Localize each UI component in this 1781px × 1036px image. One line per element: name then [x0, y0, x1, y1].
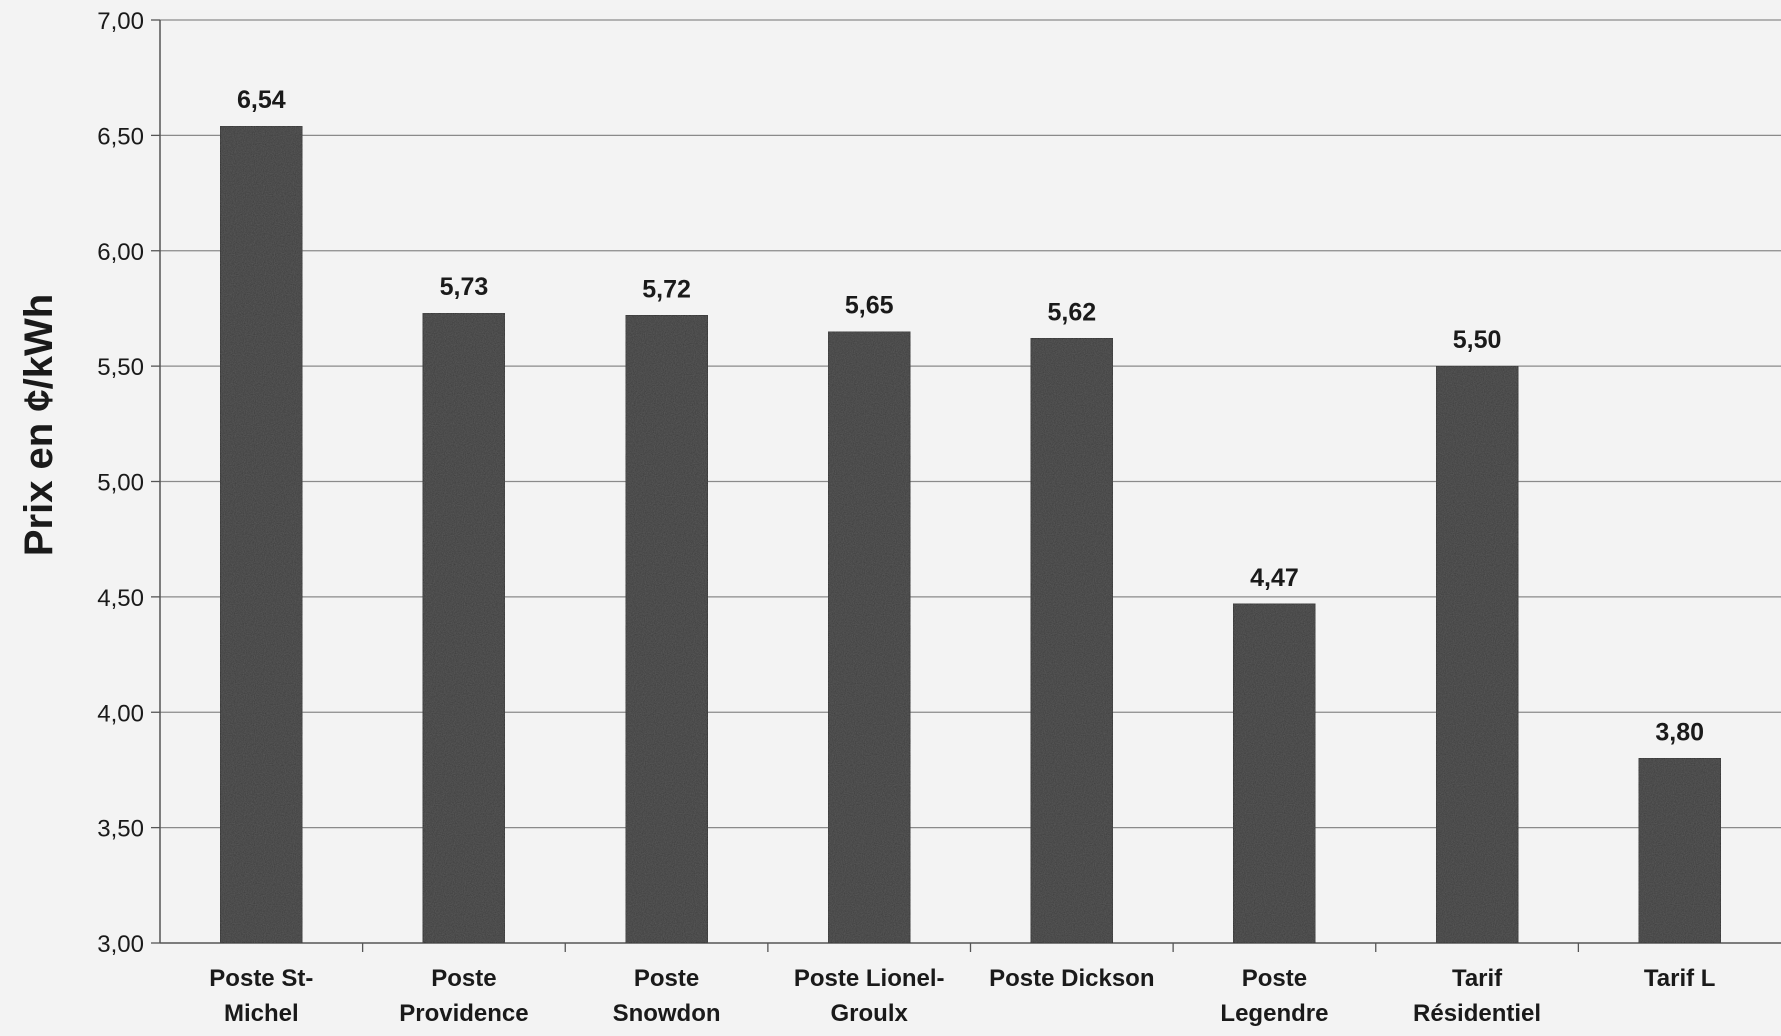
data-label: 5,65: [845, 292, 894, 320]
x-tick-label: Poste Dickson: [989, 965, 1154, 992]
bar: [1638, 757, 1722, 944]
grid-lines: [160, 19, 1781, 943]
data-label: 5,73: [440, 273, 489, 301]
bar: [1232, 603, 1317, 944]
x-tick-label: Tarif Résidentiel: [1413, 965, 1541, 1027]
y-tick-label: 4,00: [97, 700, 144, 727]
x-tick-label-line: Providence: [399, 1000, 528, 1027]
x-tick-label-line: Poste: [431, 965, 496, 992]
data-label: 5,72: [642, 275, 691, 303]
x-tick-label-line: Tarif L: [1644, 965, 1716, 992]
bar: [1030, 337, 1114, 944]
bar: [624, 314, 709, 944]
x-tick-label-line: Poste: [1242, 965, 1307, 992]
bar: [1435, 365, 1519, 944]
y-tick-label: 6,50: [97, 123, 144, 150]
y-tick-label: 3,00: [97, 931, 144, 958]
data-label: 6,54: [237, 86, 286, 114]
y-axis-title: Prix en ¢/kWh: [17, 294, 61, 556]
data-label: 3,80: [1655, 718, 1704, 746]
x-tick-label: Poste Providence: [399, 965, 528, 1027]
x-tick-label: Poste Legendre: [1220, 965, 1328, 1027]
bars: [219, 125, 1722, 944]
x-tick-label: Poste Snowdon: [613, 965, 721, 1027]
y-tick-label: 3,50: [97, 816, 144, 843]
x-tick-label-line: Résidentiel: [1413, 1000, 1541, 1027]
bar: [827, 330, 911, 944]
x-tick-label-line: Tarif: [1452, 965, 1503, 992]
x-tick-label-line: Snowdon: [613, 1000, 721, 1027]
y-tick-label: 5,00: [97, 470, 144, 497]
x-tick-label-line: Poste St-: [209, 965, 313, 992]
x-tick-label: Poste Lionel- Groulx: [794, 965, 945, 1027]
y-tick-label: 7,00: [97, 8, 144, 35]
data-label: 5,62: [1047, 298, 1096, 326]
x-tick-label: Poste St- Michel: [209, 965, 313, 1027]
y-tick-label: 4,50: [97, 585, 144, 612]
x-tick-label-line: Michel: [224, 1000, 299, 1027]
x-tick-label-line: Poste Dickson: [989, 965, 1154, 992]
x-tick-label-line: Legendre: [1220, 1000, 1328, 1027]
x-tick-label-line: Poste Lionel-: [794, 965, 945, 992]
y-tick-label: 5,50: [97, 354, 144, 381]
bar: [422, 312, 506, 944]
y-tick-label: 6,00: [97, 239, 144, 266]
data-label: 5,50: [1453, 326, 1502, 354]
labels: 3,00 3,50 4,00 4,50 5,00 5,50 6,00 6,50 7,00 6,54…: [97, 8, 1715, 1027]
x-tick-label: Tarif L: [1644, 965, 1716, 992]
bar: [219, 125, 303, 944]
data-label: 4,47: [1250, 564, 1299, 592]
x-tick-label-line: Poste: [634, 965, 699, 992]
x-tick-label-line: Groulx: [831, 1000, 909, 1027]
